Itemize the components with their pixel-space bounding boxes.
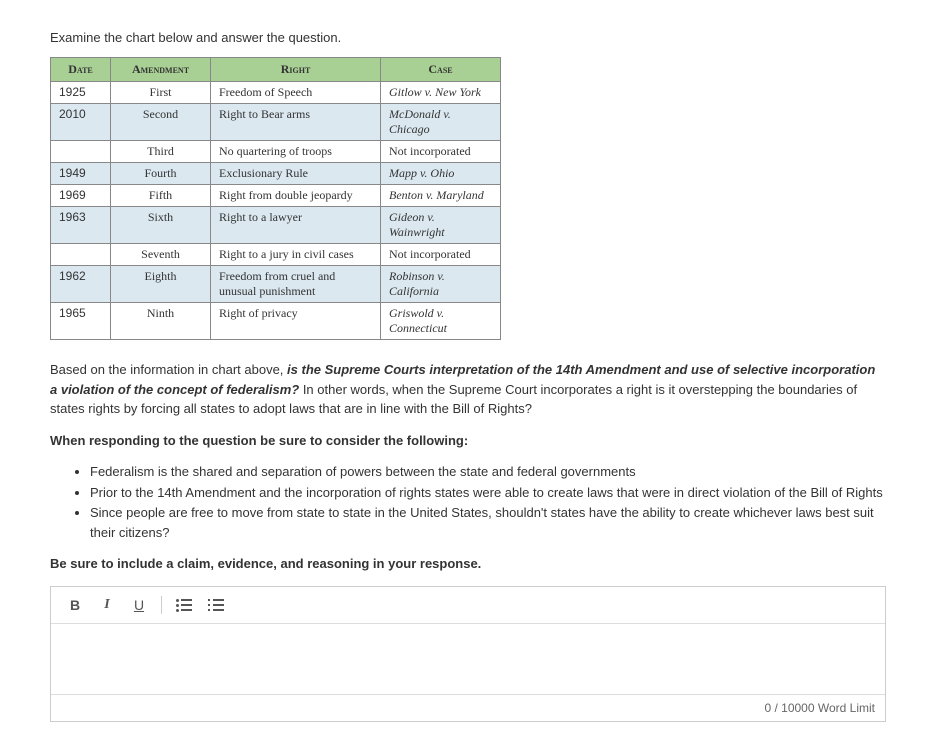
table-cell: Third [111, 141, 211, 163]
word-limit-label: 0 / 10000 Word Limit [51, 694, 885, 721]
table-cell: Robinson v. California [381, 266, 501, 303]
bullet-list-icon [176, 598, 192, 612]
table-cell: Griswold v. Connecticut [381, 303, 501, 340]
table-row: 1962EighthFreedom from cruel and unusual… [51, 266, 501, 303]
table-cell: Seventh [111, 244, 211, 266]
table-cell: Freedom from cruel and unusual punishmen… [211, 266, 381, 303]
instruction-text: Examine the chart below and answer the q… [50, 30, 886, 45]
list-item: Federalism is the shared and separation … [90, 462, 886, 482]
editor-toolbar: B I U [51, 587, 885, 624]
table-row: 1949FourthExclusionary RuleMapp v. Ohio [51, 163, 501, 185]
table-cell: Right to a lawyer [211, 207, 381, 244]
table-cell: 1969 [51, 185, 111, 207]
table-cell: 1963 [51, 207, 111, 244]
table-row: 2010SecondRight to Bear armsMcDonald v. … [51, 104, 501, 141]
table-cell: 1925 [51, 82, 111, 104]
table-cell: Freedom of Speech [211, 82, 381, 104]
question-intro: Based on the information in chart above, [50, 362, 287, 377]
ordered-list-button[interactable] [202, 593, 230, 617]
list-item: Since people are free to move from state… [90, 503, 886, 542]
incorporation-chart: Date Amendment Right Case 1925FirstFreed… [50, 57, 501, 340]
bold-button[interactable]: B [61, 593, 89, 617]
table-cell: 1949 [51, 163, 111, 185]
table-row: 1925FirstFreedom of SpeechGitlow v. New … [51, 82, 501, 104]
table-cell: Not incorporated [381, 244, 501, 266]
table-cell: Sixth [111, 207, 211, 244]
table-cell: Exclusionary Rule [211, 163, 381, 185]
table-cell: 2010 [51, 104, 111, 141]
table-row: 1969FifthRight from double jeopardyBento… [51, 185, 501, 207]
table-cell: McDonald v. Chicago [381, 104, 501, 141]
table-cell: 1965 [51, 303, 111, 340]
closing-instruction: Be sure to include a claim, evidence, an… [50, 554, 886, 574]
chart-header-row: Date Amendment Right Case [51, 58, 501, 82]
table-row: 1965NinthRight of privacyGriswold v. Con… [51, 303, 501, 340]
header-right: Right [211, 58, 381, 82]
response-editor: B I U 0 / 10000 Word Limit [50, 586, 886, 722]
table-cell: Ninth [111, 303, 211, 340]
table-cell: First [111, 82, 211, 104]
toolbar-divider [161, 596, 162, 614]
list-item: Prior to the 14th Amendment and the inco… [90, 483, 886, 503]
table-cell: Right of privacy [211, 303, 381, 340]
header-amendment: Amendment [111, 58, 211, 82]
considerations-list: Federalism is the shared and separation … [50, 462, 886, 542]
bullet-list-button[interactable] [170, 593, 198, 617]
table-cell [51, 141, 111, 163]
table-cell: Right from double jeopardy [211, 185, 381, 207]
table-cell: Gitlow v. New York [381, 82, 501, 104]
table-cell: Mapp v. Ohio [381, 163, 501, 185]
header-date: Date [51, 58, 111, 82]
table-cell: 1962 [51, 266, 111, 303]
table-cell: Right to a jury in civil cases [211, 244, 381, 266]
table-row: 1963SixthRight to a lawyerGideon v. Wain… [51, 207, 501, 244]
underline-button[interactable]: U [125, 593, 153, 617]
table-cell [51, 244, 111, 266]
table-cell: Eighth [111, 266, 211, 303]
table-cell: Benton v. Maryland [381, 185, 501, 207]
table-cell: Right to Bear arms [211, 104, 381, 141]
table-cell: Fifth [111, 185, 211, 207]
consider-heading: When responding to the question be sure … [50, 431, 886, 451]
table-cell: Not incorporated [381, 141, 501, 163]
table-row: ThirdNo quartering of troopsNot incorpor… [51, 141, 501, 163]
table-cell: Gideon v. Wainwright [381, 207, 501, 244]
table-cell: No quartering of troops [211, 141, 381, 163]
italic-button[interactable]: I [93, 593, 121, 617]
response-textarea[interactable] [51, 624, 885, 694]
table-row: SeventhRight to a jury in civil casesNot… [51, 244, 501, 266]
header-case: Case [381, 58, 501, 82]
ordered-list-icon [208, 598, 224, 612]
table-cell: Second [111, 104, 211, 141]
question-paragraph: Based on the information in chart above,… [50, 360, 886, 419]
table-cell: Fourth [111, 163, 211, 185]
